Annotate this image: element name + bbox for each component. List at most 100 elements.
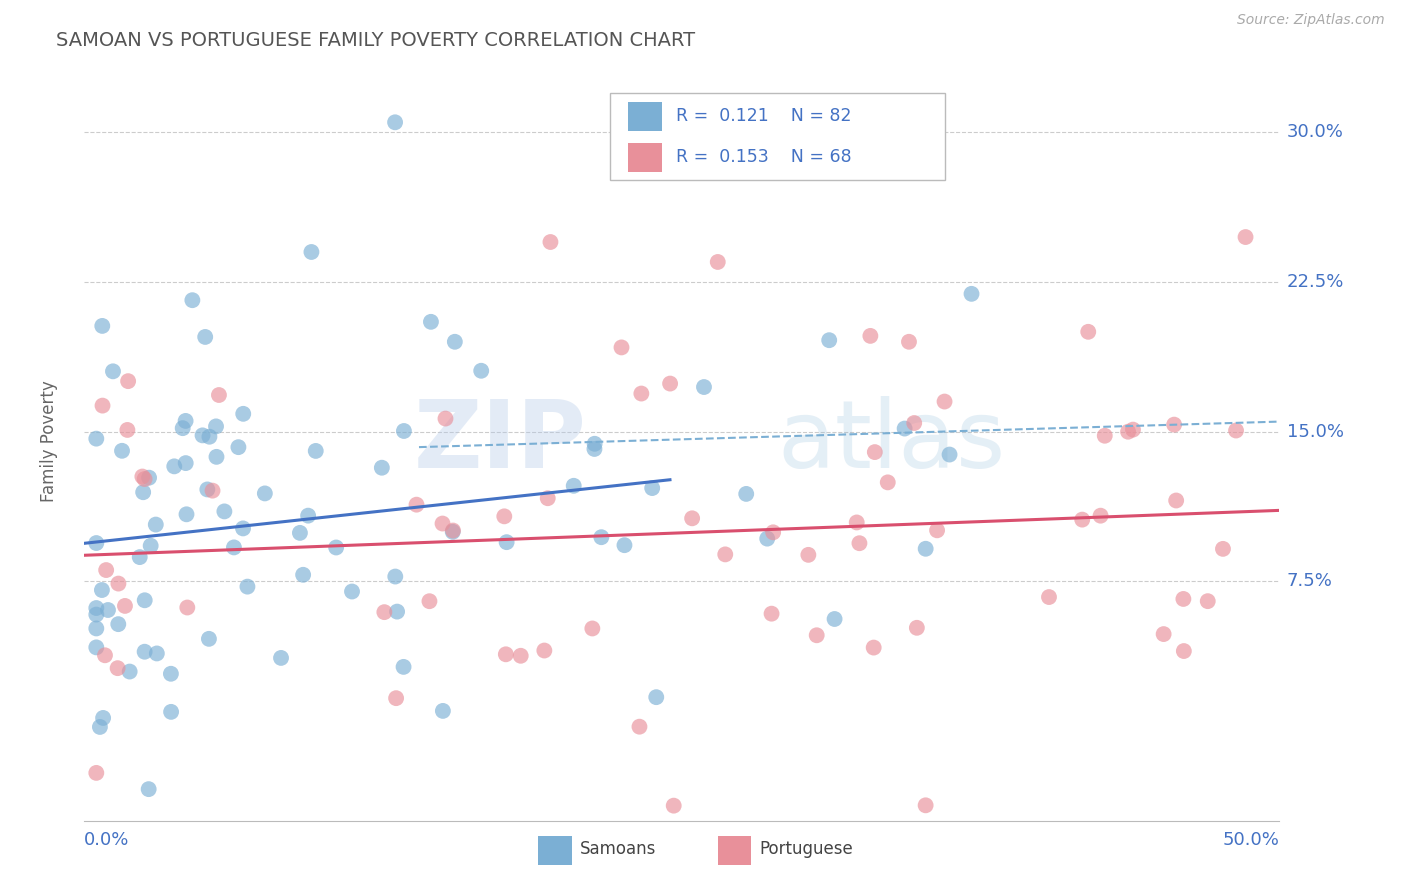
Point <box>163 459 186 474</box>
Point <box>146 647 169 661</box>
Point <box>86 640 108 655</box>
Point <box>591 530 613 544</box>
Point <box>134 472 156 486</box>
Point <box>1094 429 1116 443</box>
Point <box>1234 230 1257 244</box>
Point <box>1166 493 1188 508</box>
Point <box>1071 513 1094 527</box>
FancyBboxPatch shape <box>628 143 662 172</box>
Point <box>134 593 156 607</box>
Point <box>86 622 108 636</box>
Point <box>132 485 155 500</box>
Point <box>96 563 118 577</box>
Point <box>610 340 633 354</box>
Point <box>1173 644 1195 658</box>
Point <box>174 414 197 428</box>
Point <box>863 445 886 459</box>
Point <box>756 532 779 546</box>
Point <box>89 720 111 734</box>
Point <box>176 600 198 615</box>
Point <box>107 617 129 632</box>
Point <box>325 541 347 555</box>
Point <box>420 315 443 329</box>
Point <box>914 541 936 556</box>
Point <box>90 582 112 597</box>
Text: R =  0.153    N = 68: R = 0.153 N = 68 <box>676 148 852 166</box>
Text: 50.0%: 50.0% <box>1223 830 1279 848</box>
Point <box>432 704 454 718</box>
FancyBboxPatch shape <box>718 836 751 864</box>
Point <box>208 388 231 402</box>
Point <box>97 603 120 617</box>
Point <box>86 601 108 615</box>
Point <box>824 612 846 626</box>
Point <box>111 443 134 458</box>
Point <box>301 244 323 259</box>
Point <box>848 536 870 550</box>
Point <box>432 516 454 531</box>
Point <box>205 419 228 434</box>
Point <box>533 643 555 657</box>
Point <box>385 691 408 706</box>
Point <box>914 798 936 813</box>
Point <box>392 660 415 674</box>
Point <box>903 416 925 430</box>
Point <box>174 456 197 470</box>
Point <box>222 541 245 555</box>
Point <box>583 442 606 456</box>
Point <box>118 665 141 679</box>
Point <box>494 509 516 524</box>
Point <box>160 705 183 719</box>
Point <box>905 621 928 635</box>
Point <box>86 536 108 550</box>
Point <box>86 607 108 622</box>
Point <box>384 569 406 583</box>
Point <box>495 648 517 662</box>
Point <box>236 580 259 594</box>
Point <box>232 407 254 421</box>
FancyBboxPatch shape <box>538 836 572 864</box>
Point <box>876 475 898 490</box>
Text: ZIP: ZIP <box>413 395 586 488</box>
Point <box>160 666 183 681</box>
Point <box>253 486 276 500</box>
Point <box>91 711 114 725</box>
Point <box>537 491 560 506</box>
Text: 7.5%: 7.5% <box>1286 572 1333 591</box>
Point <box>384 115 406 129</box>
Point <box>845 516 868 530</box>
Point <box>818 333 841 347</box>
Point <box>418 594 440 608</box>
Point <box>613 538 636 552</box>
Point <box>495 535 517 549</box>
Point <box>470 364 492 378</box>
FancyBboxPatch shape <box>610 93 945 180</box>
Point <box>1163 417 1185 432</box>
Point <box>562 479 585 493</box>
Point <box>181 293 204 308</box>
Point <box>581 622 603 636</box>
Point <box>101 364 124 378</box>
Point <box>806 628 828 642</box>
Point <box>228 440 250 454</box>
Point <box>305 444 328 458</box>
Point <box>444 334 467 349</box>
Point <box>385 605 408 619</box>
Point <box>145 517 167 532</box>
Text: atlas: atlas <box>778 395 1005 488</box>
Point <box>659 376 682 391</box>
Text: 0.0%: 0.0% <box>84 830 129 848</box>
Point <box>693 380 716 394</box>
Point <box>1212 541 1234 556</box>
Point <box>139 539 162 553</box>
Point <box>198 430 221 444</box>
Point <box>630 386 652 401</box>
Point <box>107 576 129 591</box>
Text: Portuguese: Portuguese <box>759 840 853 858</box>
Point <box>434 411 457 425</box>
Point <box>707 255 730 269</box>
Point <box>662 798 685 813</box>
Point <box>297 508 319 523</box>
Point <box>373 605 395 619</box>
Point <box>893 421 915 435</box>
